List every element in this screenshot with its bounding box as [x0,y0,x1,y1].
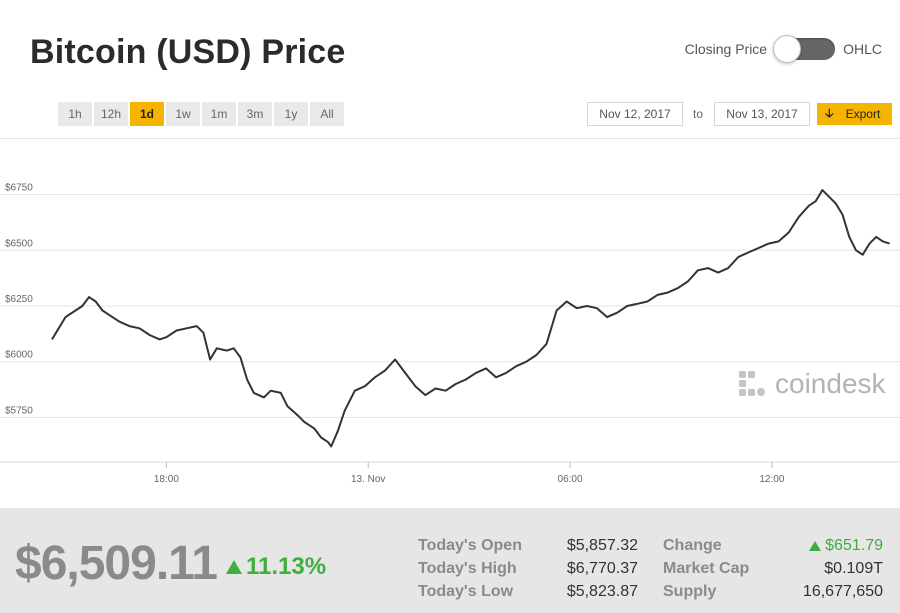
download-arrow-icon: 🡣 [825,105,834,120]
y-tick-label: $6250 [5,294,33,305]
change-label: Change [663,536,722,554]
change-percent: 11.13% [226,553,326,581]
y-tick-label: $6000 [5,350,33,361]
change-value: $651.79 [740,534,883,557]
range-button-1d[interactable]: 1d [130,102,164,126]
closing-price-label: Closing Price [684,41,768,57]
price-summary-footer: $6,509.11 11.13% Today's Open Today's Hi… [0,508,900,613]
todays-open-value: $5,857.32 [566,536,638,554]
stats-left-values: $5,857.32 $6,770.37 $5,823.87 [530,534,638,603]
range-button-1w[interactable]: 1w [166,102,200,126]
todays-open-label: Today's Open [418,536,522,554]
supply-label: Supply [663,582,717,600]
price-mode-toggle-group: Closing Price OHLC [684,35,882,63]
coindesk-logo-icon [739,371,765,396]
y-tick-label: $6500 [5,238,33,249]
toggle-knob [773,35,802,63]
x-tick-label: 18:00 [154,474,179,485]
range-selector: 1h 12h 1d 1w 1m 3m 1y All [58,102,344,126]
range-button-3m[interactable]: 3m [238,102,272,126]
price-mode-toggle[interactable] [773,35,836,63]
x-tick-label: 13. Nov [351,474,385,485]
range-button-12h[interactable]: 12h [94,102,128,126]
price-series-line [51,189,890,448]
ohlc-label: OHLC [843,41,882,57]
x-tick-label: 06:00 [558,474,583,485]
export-button[interactable]: 🡣 Export [817,103,892,125]
change-value-text: $651.79 [825,536,883,554]
stats-right-values: $651.79 $0.109T 16,677,650 [740,534,883,603]
y-tick-label: $5750 [5,405,33,416]
x-tick-label: 12:00 [759,474,784,485]
coindesk-watermark: coindesk [737,368,886,400]
market-cap-label: Market Cap [663,559,750,577]
date-to-input[interactable]: Nov 13, 2017 [714,102,810,126]
range-button-1m[interactable]: 1m [202,102,236,126]
todays-low-value: $5,823.87 [566,582,638,600]
todays-low-label: Today's Low [418,582,514,600]
change-percent-value: 11.13% [246,553,327,580]
current-price: $6,509.11 [15,537,218,590]
stats-left-labels: Today's Open Today's High Today's Low [418,534,538,603]
y-tick-label: $6750 [5,183,33,194]
range-button-all[interactable]: All [310,102,344,126]
export-label: Export [845,107,881,121]
todays-high-value: $6,770.37 [566,559,638,577]
range-button-1y[interactable]: 1y [274,102,308,126]
todays-high-label: Today's High [418,559,517,577]
coindesk-wordmark: coindesk [775,368,886,399]
page-title: Bitcoin (USD) Price [30,33,346,71]
market-cap-value: $0.109T [824,559,883,577]
range-button-1h[interactable]: 1h [58,102,92,126]
chart-top-divider [0,138,900,139]
up-triangle-icon [226,560,242,574]
price-chart: $5750 $6000 $6250 $6500 $6750 18:00 13. Nov 06:… [0,183,900,485]
stats-right-labels: Change Market Cap Supply [663,534,773,603]
supply-value: 16,677,650 [802,582,883,600]
up-triangle-icon [809,540,822,551]
date-to-separator: to [693,107,704,121]
date-from-input[interactable]: Nov 12, 2017 [587,102,683,126]
